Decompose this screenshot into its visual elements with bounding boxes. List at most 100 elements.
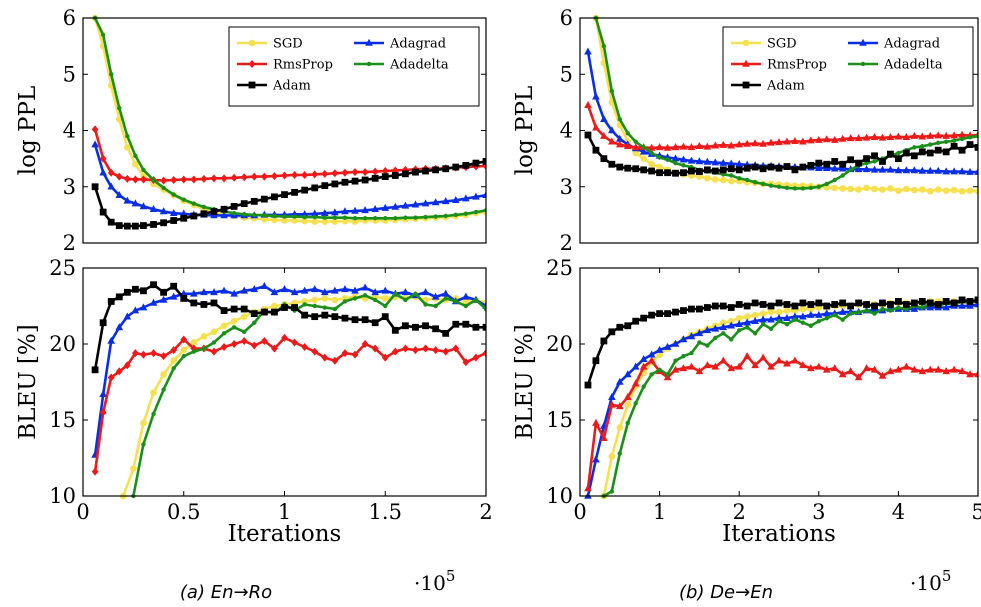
point-rmsprop-de-en-bleu (958, 367, 966, 375)
point-rmsprop-de-en-bleu (950, 365, 958, 373)
point-sgd-de-en-ppl (712, 176, 719, 183)
point-adadelta-de-en-bleu (737, 328, 742, 333)
point-adagrad-de-en-bleu (703, 326, 712, 334)
point-adam-de-en-bleu (719, 302, 727, 310)
point-adagrad-en-ro-ppl (300, 210, 309, 218)
point-rmsprop-de-en-bleu (886, 367, 895, 375)
point-sgd-de-en-ppl (839, 185, 846, 192)
point-rmsprop-de-en-bleu (791, 356, 799, 364)
point-rmsprop-de-en-bleu (719, 356, 728, 364)
point-adam-en-ro-ppl (200, 210, 208, 218)
point-sgd-de-en-ppl (974, 187, 978, 195)
point-adam-en-ro-ppl (482, 158, 486, 165)
point-rmsprop-en-ro-ppl (140, 175, 147, 184)
point-adagrad-de-en-ppl (886, 165, 895, 173)
point-adam-en-ro-bleu (442, 329, 450, 337)
point-adam-en-ro-bleu (260, 308, 268, 316)
point-adadelta-de-en-ppl (776, 184, 782, 189)
point-adam-de-en-ppl (767, 163, 775, 171)
point-adadelta-de-en-bleu (840, 317, 845, 322)
legend-marker-adagrad-de-en-ppl (859, 38, 867, 46)
point-adadelta-en-ro-ppl (332, 215, 338, 220)
point-adadelta-en-ro-bleu (342, 299, 348, 304)
point-rmsprop-de-en-bleu (815, 362, 823, 370)
point-adam-en-ro-bleu (391, 326, 399, 334)
point-adam-en-ro-ppl (210, 208, 218, 215)
legend-marker-rmsprop-de-en-ppl (742, 59, 750, 67)
legend-marker-adadelta-en-ro-ppl (366, 61, 372, 67)
point-rmsprop-de-en-bleu (878, 371, 887, 379)
point-sgd-de-en-ppl (887, 185, 894, 192)
point-adadelta-de-en-bleu (792, 317, 798, 322)
point-sgd-de-en-bleu (624, 401, 632, 409)
legend-label-adadelta-de-en-ppl: Adadelta (883, 58, 943, 73)
point-adadelta-de-en-bleu (657, 367, 662, 373)
point-adagrad-de-en-ppl (958, 167, 966, 175)
point-adadelta-de-en-bleu (816, 319, 821, 324)
point-adam-de-en-bleu (703, 304, 711, 311)
point-adam-de-en-ppl (791, 166, 799, 174)
point-adagrad-en-ro-bleu (210, 288, 218, 296)
point-rmsprop-en-ro-bleu (432, 346, 440, 355)
point-adagrad-de-en-ppl (735, 160, 743, 168)
x-tick-label-de-en-bleu: 5 (971, 500, 981, 524)
point-sgd-de-en-ppl (847, 185, 854, 193)
point-adagrad-de-en-bleu (616, 377, 624, 385)
point-rmsprop-de-en-bleu (854, 373, 863, 381)
point-adam-en-ro-bleu (351, 316, 359, 324)
point-adadelta-en-ro-bleu (362, 293, 368, 298)
point-adadelta-en-ro-bleu (221, 331, 227, 336)
point-adadelta-de-en-bleu (872, 311, 877, 316)
point-adagrad-en-ro-bleu (159, 295, 168, 303)
point-adam-en-ro-ppl (472, 159, 480, 167)
point-adam-en-ro-ppl (230, 203, 238, 210)
point-adam-de-en-bleu (624, 322, 632, 330)
x-tick-label-en-ro-bleu: 0 (76, 500, 89, 524)
legend-box-de-en-ppl (722, 26, 974, 107)
point-adagrad-en-ro-ppl (411, 200, 420, 208)
point-adadelta-de-en-ppl (752, 180, 758, 185)
point-rmsprop-de-en-bleu (663, 373, 672, 381)
point-adagrad-de-en-ppl (862, 165, 871, 173)
point-sgd-de-en-ppl (855, 186, 862, 193)
point-adadelta-de-en-ppl (967, 135, 973, 140)
legend-label-sgd-en-ro-ppl: SGD (273, 37, 303, 52)
point-adadelta-de-en-bleu (705, 343, 710, 348)
point-adam-de-en-ppl (624, 164, 632, 172)
point-adam-de-en-bleu (680, 307, 687, 314)
point-adadelta-de-en-ppl (951, 138, 957, 143)
point-adam-de-en-bleu (839, 299, 847, 307)
y-tick-label-en-ro-bleu: 25 (49, 256, 76, 280)
point-adadelta-en-ro-bleu (211, 340, 217, 345)
point-adam-de-en-ppl (895, 155, 902, 163)
point-adam-de-en-ppl (592, 146, 600, 154)
point-rmsprop-de-en-ppl (950, 131, 958, 139)
point-adadelta-de-en-bleu (760, 322, 766, 327)
point-adam-de-en-ppl (910, 152, 918, 160)
point-adagrad-en-ro-bleu (290, 288, 299, 296)
point-rmsprop-en-ro-bleu (472, 353, 480, 362)
point-rmsprop-en-ro-bleu (281, 333, 288, 342)
point-adadelta-de-en-ppl (760, 181, 766, 187)
point-adam-de-en-bleu (775, 299, 783, 307)
legend-label-adagrad-de-en-ppl: Adagrad (883, 37, 940, 52)
point-adam-en-ro-ppl (331, 180, 339, 188)
legend-label-rmsprop-de-en-ppl: RmsProp (767, 58, 827, 73)
point-rmsprop-en-ro-bleu (180, 335, 188, 344)
point-adadelta-de-en-ppl (824, 181, 829, 187)
point-adagrad-de-en-bleu (775, 313, 783, 321)
point-adam-en-ro-bleu (271, 308, 278, 316)
point-sgd-en-ro-ppl (291, 217, 298, 224)
point-rmsprop-en-ro-bleu (341, 349, 349, 358)
point-rmsprop-en-ro-ppl (260, 172, 268, 181)
point-rmsprop-de-en-bleu (966, 370, 974, 378)
point-adagrad-en-ro-ppl (341, 207, 349, 215)
y-tick-label-en-ro-ppl: 4 (63, 119, 76, 143)
point-adagrad-en-ro-bleu (107, 336, 116, 344)
point-adagrad-en-ro-ppl (331, 208, 339, 216)
point-sgd-en-ro-bleu (381, 295, 389, 302)
y-tick-label-de-en-bleu: 25 (546, 256, 573, 280)
point-adagrad-de-en-ppl (918, 166, 927, 174)
point-adam-de-en-ppl (584, 131, 592, 139)
point-adagrad-de-en-ppl (950, 167, 958, 175)
